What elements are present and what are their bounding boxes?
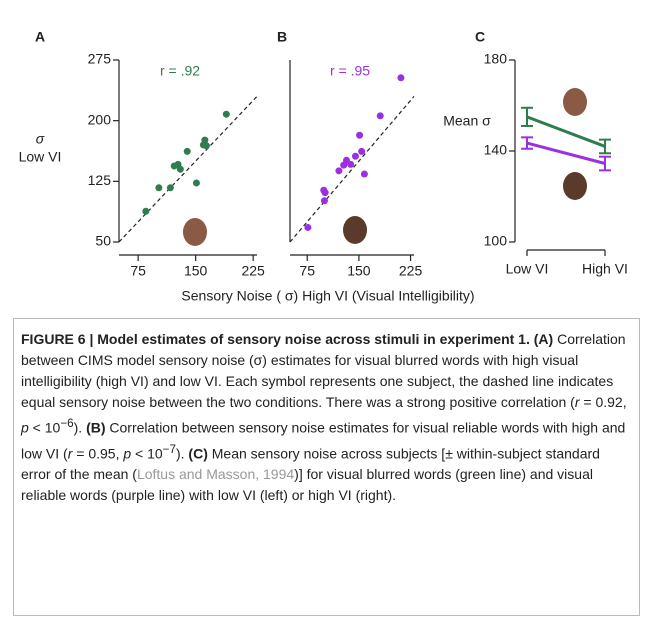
caption-text: (C) <box>188 445 207 461</box>
caption-text: = 0.92, <box>580 394 627 410</box>
face-icon <box>563 172 587 200</box>
x-tick-label: High VI <box>582 261 628 277</box>
x-tick-label: 75 <box>130 263 146 279</box>
x-axis-label: Sensory Noise ( σ) High VI (Visual Intel… <box>181 288 474 304</box>
caption-text: < 10 <box>29 420 61 436</box>
y-tick-label: 125 <box>88 172 112 188</box>
y-tick-label: 200 <box>88 111 112 127</box>
caption-text: ). <box>176 445 188 461</box>
point <box>304 224 311 231</box>
caption-text: p <box>123 445 131 461</box>
point <box>321 197 328 204</box>
y-tick-label: 50 <box>95 233 111 249</box>
caption-text: p <box>21 420 29 436</box>
y-tick-label: 180 <box>484 51 508 67</box>
x-tick-label: 150 <box>184 263 208 279</box>
caption-text: (B) <box>86 420 105 436</box>
point <box>322 189 329 196</box>
point <box>377 112 384 119</box>
figure: Sensory Noise ( σ) High VI (Visual Intel… <box>0 0 653 310</box>
x-tick-label: Low VI <box>506 261 549 277</box>
point <box>347 161 354 168</box>
face-icon <box>563 88 587 116</box>
series-line <box>527 143 605 163</box>
y-axis-label: σ <box>36 131 45 147</box>
caption-text: −6 <box>60 417 73 430</box>
caption-text: < 10 <box>131 445 163 461</box>
x-tick-label: 225 <box>241 263 265 279</box>
point <box>142 208 149 215</box>
caption-text: FIGURE 6 | Model estimates of sensory no… <box>21 331 553 347</box>
x-tick-label: 75 <box>299 263 315 279</box>
panel-label: A <box>35 29 45 45</box>
citation-link[interactable]: Loftus and Masson, 1994 <box>137 466 294 482</box>
point <box>193 179 200 186</box>
x-tick-label: 225 <box>399 263 423 279</box>
panel-label: B <box>277 29 287 45</box>
point <box>223 111 230 118</box>
y-axis-label: Low VI <box>19 149 62 165</box>
caption-text: = 0.95, <box>72 445 123 461</box>
point <box>203 142 210 149</box>
point <box>361 171 368 178</box>
identity-line <box>119 96 257 242</box>
caption: FIGURE 6 | Model estimates of sensory no… <box>13 318 640 616</box>
caption-text: ). <box>74 420 86 436</box>
annotation: r = .92 <box>160 63 200 79</box>
point <box>356 132 363 139</box>
face-icon <box>343 216 367 244</box>
annotation: r = .95 <box>330 63 370 79</box>
point <box>167 184 174 191</box>
point <box>352 153 359 160</box>
point <box>397 74 404 81</box>
point <box>335 167 342 174</box>
y-tick-label: 275 <box>88 51 112 67</box>
point <box>358 148 365 155</box>
y-tick-label: 100 <box>484 233 508 249</box>
point <box>184 148 191 155</box>
point <box>177 166 184 173</box>
series-line <box>527 117 605 147</box>
x-tick-label: 150 <box>347 263 371 279</box>
y-tick-label: 140 <box>484 142 508 158</box>
point <box>155 184 162 191</box>
page: Sensory Noise ( σ) High VI (Visual Intel… <box>0 0 653 630</box>
caption-text: −7 <box>163 443 176 456</box>
face-icon <box>183 218 207 246</box>
panel-label: C <box>475 29 485 45</box>
y-axis-label: Mean σ <box>443 113 491 129</box>
